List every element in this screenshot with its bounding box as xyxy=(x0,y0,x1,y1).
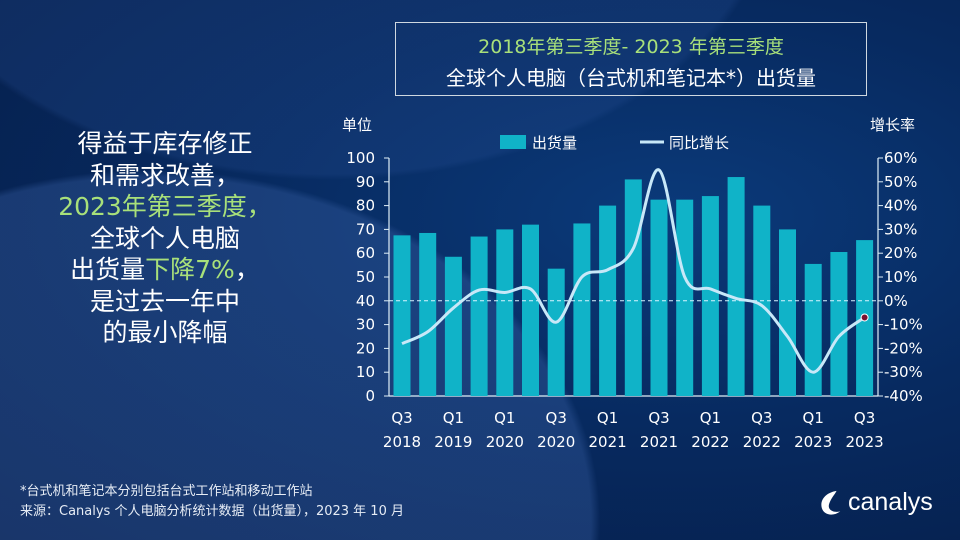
x-tick-label-quarter: Q3 xyxy=(546,409,567,427)
left-tick-label: 60 xyxy=(356,244,375,262)
bar xyxy=(522,224,539,396)
right-tick-label: -40% xyxy=(884,387,923,405)
left-tick-label: 50 xyxy=(356,268,375,286)
left-tick-label: 80 xyxy=(356,197,375,215)
right-tick-label: -20% xyxy=(884,339,923,357)
headline-part: 出货量 xyxy=(70,255,146,284)
left-axis-title: 单位 xyxy=(342,116,373,134)
x-tick-label-quarter: Q1 xyxy=(700,409,721,427)
bar xyxy=(573,223,591,396)
bar xyxy=(496,229,514,396)
right-tick-label: 0% xyxy=(884,292,908,310)
left-tick-label: 70 xyxy=(356,220,375,238)
right-axis-title: 增长率 xyxy=(870,116,916,134)
x-tick-label-year: 2021 xyxy=(589,433,627,451)
bar xyxy=(547,268,565,396)
headline-line: 2023年第三季度， xyxy=(58,192,272,221)
left-tick-label: 30 xyxy=(356,316,375,334)
bar xyxy=(701,196,719,396)
last-point-marker xyxy=(860,313,869,322)
headline-line: 的最小降幅 xyxy=(102,318,228,347)
bar xyxy=(624,179,642,396)
canalys-logo: canalys xyxy=(818,488,933,517)
legend-bar-swatch xyxy=(500,135,526,149)
headline-line: 是过去一年中 xyxy=(89,286,240,316)
x-tick-label-quarter: Q1 xyxy=(494,409,515,427)
bar xyxy=(444,256,462,396)
x-tick-label-year: 2019 xyxy=(434,433,472,451)
left-tick-label: 40 xyxy=(356,292,375,310)
left-tick-label: 20 xyxy=(356,339,375,357)
bar xyxy=(676,199,694,396)
legend-label-shipments: 出货量 xyxy=(532,134,577,152)
headline-line: 出货量下降7%， xyxy=(20,254,310,286)
x-tick-label-quarter: Q3 xyxy=(854,409,875,427)
x-tick-label-quarter: Q3 xyxy=(391,409,412,427)
headline-part: ， xyxy=(234,255,260,284)
x-tick-label-quarter: Q3 xyxy=(648,409,669,427)
headline-line: 和需求改善， xyxy=(89,160,240,190)
headline-line: 全球个人电脑 xyxy=(89,223,240,253)
bar xyxy=(804,263,822,396)
x-tick-label-year: 2023 xyxy=(846,433,884,451)
growth-line xyxy=(401,168,866,374)
x-tick-label-year: 2022 xyxy=(691,433,729,451)
bar xyxy=(650,199,668,396)
left-tick-label: 100 xyxy=(346,149,375,167)
x-tick-label-year: 2018 xyxy=(383,433,421,451)
right-tick-label: 60% xyxy=(884,149,917,167)
bar xyxy=(727,177,745,396)
right-tick-label: 20% xyxy=(884,244,917,262)
x-tick-label-year: 2023 xyxy=(794,433,832,451)
right-tick-label: -30% xyxy=(884,363,923,381)
bar xyxy=(779,229,796,396)
bar xyxy=(470,236,488,396)
right-tick-label: 10% xyxy=(884,268,917,286)
headline-text: 得益于库存修正 和需求改善， 2023年第三季度， 全球个人电脑 出货量下降7%… xyxy=(20,128,310,349)
left-tick-label: 10 xyxy=(356,363,375,381)
bar xyxy=(393,235,411,396)
left-tick-label: 90 xyxy=(356,173,375,191)
headline-line: 得益于库存修正 xyxy=(77,129,253,158)
logo-text: canalys xyxy=(848,488,933,516)
right-tick-label: 30% xyxy=(884,220,917,238)
chart-title-line2: 全球个人电脑（台式机和笔记本*）出货量 xyxy=(446,66,816,90)
bar xyxy=(419,232,437,396)
chart-title-line1: 2018年第三季度- 2023 年第三季度 xyxy=(478,36,784,58)
x-tick-label-quarter: Q1 xyxy=(803,409,824,427)
x-tick-label-year: 2020 xyxy=(486,433,524,451)
x-tick-label-quarter: Q1 xyxy=(443,409,464,427)
chart-title-box: 2018年第三季度- 2023 年第三季度 全球个人电脑（台式机和笔记本*）出货… xyxy=(395,22,867,96)
x-tick-label-year: 2022 xyxy=(743,433,781,451)
x-tick-label-year: 2020 xyxy=(537,433,575,451)
right-tick-label: 40% xyxy=(884,197,917,215)
headline-highlight: 下降7% xyxy=(145,255,235,284)
bar xyxy=(830,252,848,396)
x-tick-label-quarter: Q3 xyxy=(751,409,772,427)
footnote: *台式机和笔记本分别包括台式工作站和移动工作站 xyxy=(20,484,313,499)
legend-label-growth: 同比增长 xyxy=(669,134,729,152)
x-tick-label-quarter: Q1 xyxy=(597,409,618,427)
x-tick-label-year: 2021 xyxy=(640,433,678,451)
canalys-logo-icon xyxy=(821,490,841,515)
left-tick-label: 0 xyxy=(365,387,375,405)
source-note: 来源：Canalys 个人电脑分析统计数据（出货量），2023 年 10 月 xyxy=(20,504,404,519)
right-tick-label: -10% xyxy=(884,316,923,334)
right-tick-label: 50% xyxy=(884,173,917,191)
